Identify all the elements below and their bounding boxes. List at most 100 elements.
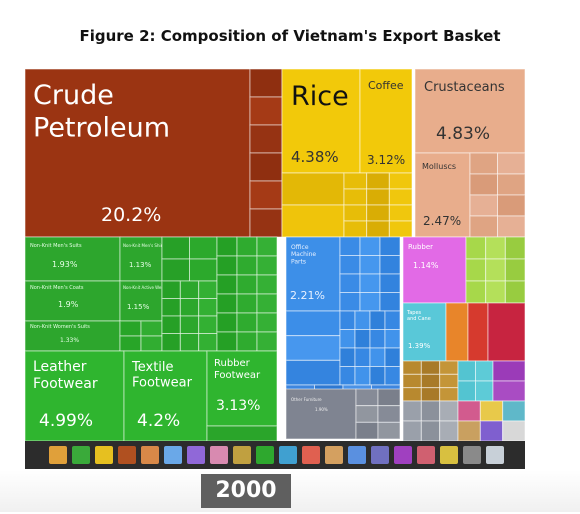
machine-2-tile [285,335,341,361]
plastics-tile [465,258,487,282]
misc-gold-tile [402,360,422,375]
textile-3-tile [179,298,200,317]
plastics-tile [504,280,525,304]
machine-3-tile [369,310,386,330]
tile-label-office-machine-parts: Parts [291,258,306,265]
machine-3-tile [339,310,356,330]
machine-3-tile [369,366,386,386]
textile-4-tile [216,293,238,314]
tile-value-mens-suits: 1.93% [52,260,78,269]
tile-value-other-furniture: 1.90% [315,407,328,412]
misc-gold-tile [420,360,441,375]
misc-orange [445,302,469,362]
vegetable-tile [281,204,345,238]
textile-3-tile [161,280,181,299]
misc-gray-tile [420,400,441,422]
misc-gray-tile [420,420,441,442]
machine-tile [339,255,361,275]
misc-mix-tile [457,400,481,422]
plastics-tile [465,236,487,260]
textile-4-tile [216,331,238,352]
tile-label-office-machine-parts: Office [291,244,309,251]
tile-label-mens-suits: Non-Knit Men's Suits [30,243,82,249]
tile-value-leather-footwear: 4.99% [39,411,93,431]
misc-mix-tile [457,420,481,442]
animal-tile [497,215,525,238]
machine-3-tile [354,366,371,386]
animal-tile [497,194,525,217]
vegetable-small-tile [366,204,390,222]
machine-3-tile [354,329,371,349]
instrument-icon [394,446,412,464]
animal-tile [469,152,498,175]
animal-tile [469,194,498,217]
vegetable-small-tile [343,172,368,190]
tile-value-tapes: 1.39% [408,342,431,350]
tile-value-office-machine-parts: 2.21% [290,289,325,302]
tile-label-rubber-footwear: Rubber [214,358,251,369]
tile-label-leather-footwear: Footwear [33,376,98,392]
textile-4-tile [216,255,238,276]
textile-tile [189,236,218,260]
vegetable-tile [281,172,345,206]
wood-icon [210,446,228,464]
tile-label-crude: Crude [33,80,114,111]
misc-red [467,302,489,362]
tile-leather-footwear [25,350,125,442]
textile-4-tile [256,236,278,257]
textile-4-tile [256,274,278,295]
tile-label-office-machine-parts: Machine [291,251,316,258]
tile-label-leather-footwear: Leather [33,359,87,375]
textile-4-tile [256,293,278,314]
transport-icon [371,446,389,464]
tile-rubber [402,236,467,304]
machine-3-tile [384,310,401,330]
tile-mens-suits [25,236,121,282]
tile-label-tapes: and Cane [407,316,431,322]
misc-teal-tile [457,360,476,382]
metal-icon [325,446,343,464]
misc-icon [440,446,458,464]
figure-title: Figure 2: Composition of Vietnam's Expor… [79,27,501,45]
misc-mix-tile [502,400,525,422]
misc-gray-tile [439,420,459,442]
textile-3-tile [161,298,181,317]
machine-tile [359,292,381,312]
textile-4-tile [236,293,258,314]
tile-label-womens-suits: Non-Knit Women's Suits [30,324,90,330]
tile-value-textile-footwear: 4.2% [137,411,180,431]
tile-label-active-wear: Non-Knit Active Wear [123,285,166,290]
machine-3-tile [354,347,371,367]
machine-3-tile [354,310,371,330]
tile-value-crude: 20.2% [101,204,161,226]
machine-tile [379,273,401,293]
tile-rubber-footwear [206,350,278,427]
plastics-tile [485,258,506,282]
tile-label-crude: Petroleum [33,112,170,143]
misc-mix-tile [479,420,504,442]
footwear-icon [279,446,297,464]
vegetable-small-tile [343,204,368,222]
textile-4-tile [216,236,238,257]
textile-3-tile [198,315,218,334]
machine-tile [379,255,401,275]
machine-2-tile [285,310,341,337]
tile-value-rubber-footwear: 3.13% [216,398,260,414]
machine-2-tile [285,359,341,386]
textile-tile [161,258,190,282]
plastics-tile [485,280,506,304]
textile-3-tile [161,333,181,352]
textile-3-tile [179,280,200,299]
vegetable-icon [72,446,90,464]
tile-label-rubber-footwear: Footwear [214,370,261,381]
animal-tile [497,152,525,175]
plastics-tile [504,236,525,260]
tile-label-mens-coats: Non-Knit Men's Coats [30,285,84,291]
textile-4-tile [256,312,278,333]
machine-3-tile [369,329,386,349]
animal-icon [49,446,67,464]
vegetable-small-tile [343,220,368,238]
machine-tile [359,236,381,256]
tile-value-rubber: 1.14% [413,261,439,270]
